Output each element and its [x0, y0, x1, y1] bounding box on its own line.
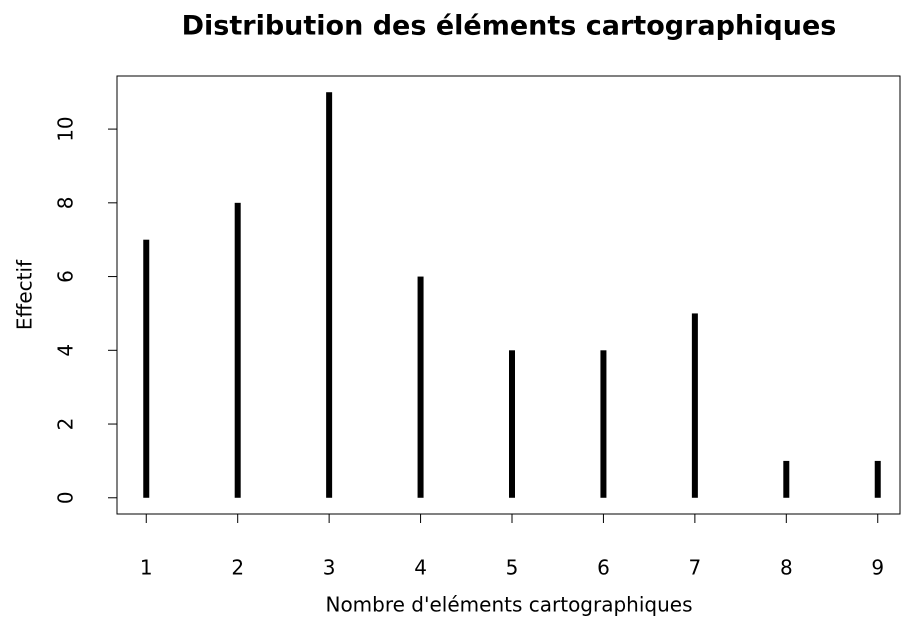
needle	[143, 239, 150, 498]
needle	[326, 92, 333, 498]
needle	[417, 276, 424, 498]
needle	[874, 460, 881, 498]
x-tick-label: 1	[140, 556, 153, 580]
plot-box	[116, 75, 901, 515]
y-tick-label: 2	[54, 418, 78, 431]
y-tick-label: 4	[54, 344, 78, 357]
needle	[509, 350, 515, 498]
y-tick-label: 8	[54, 196, 78, 209]
x-tick-label: 7	[689, 556, 702, 580]
x-tick-label: 5	[506, 556, 519, 580]
y-tick-label: 6	[54, 270, 78, 283]
x-tick-label: 6	[597, 556, 610, 580]
x-tick-label: 3	[323, 556, 336, 580]
needle	[234, 202, 241, 498]
y-axis-label: Effectif	[13, 259, 37, 330]
x-tick-label: 8	[780, 556, 793, 580]
y-tick-label: 10	[54, 116, 78, 141]
x-tick-label: 2	[231, 556, 244, 580]
x-tick-label: 9	[871, 556, 884, 580]
needle	[783, 460, 790, 498]
x-tick-label: 4	[414, 556, 427, 580]
y-tick-label: 0	[54, 491, 78, 504]
x-axis-label: Nombre d'eléments cartographiques	[325, 593, 692, 617]
needle	[600, 350, 607, 498]
chart-title: Distribution des éléments cartographique…	[182, 11, 837, 42]
needle	[691, 313, 698, 498]
